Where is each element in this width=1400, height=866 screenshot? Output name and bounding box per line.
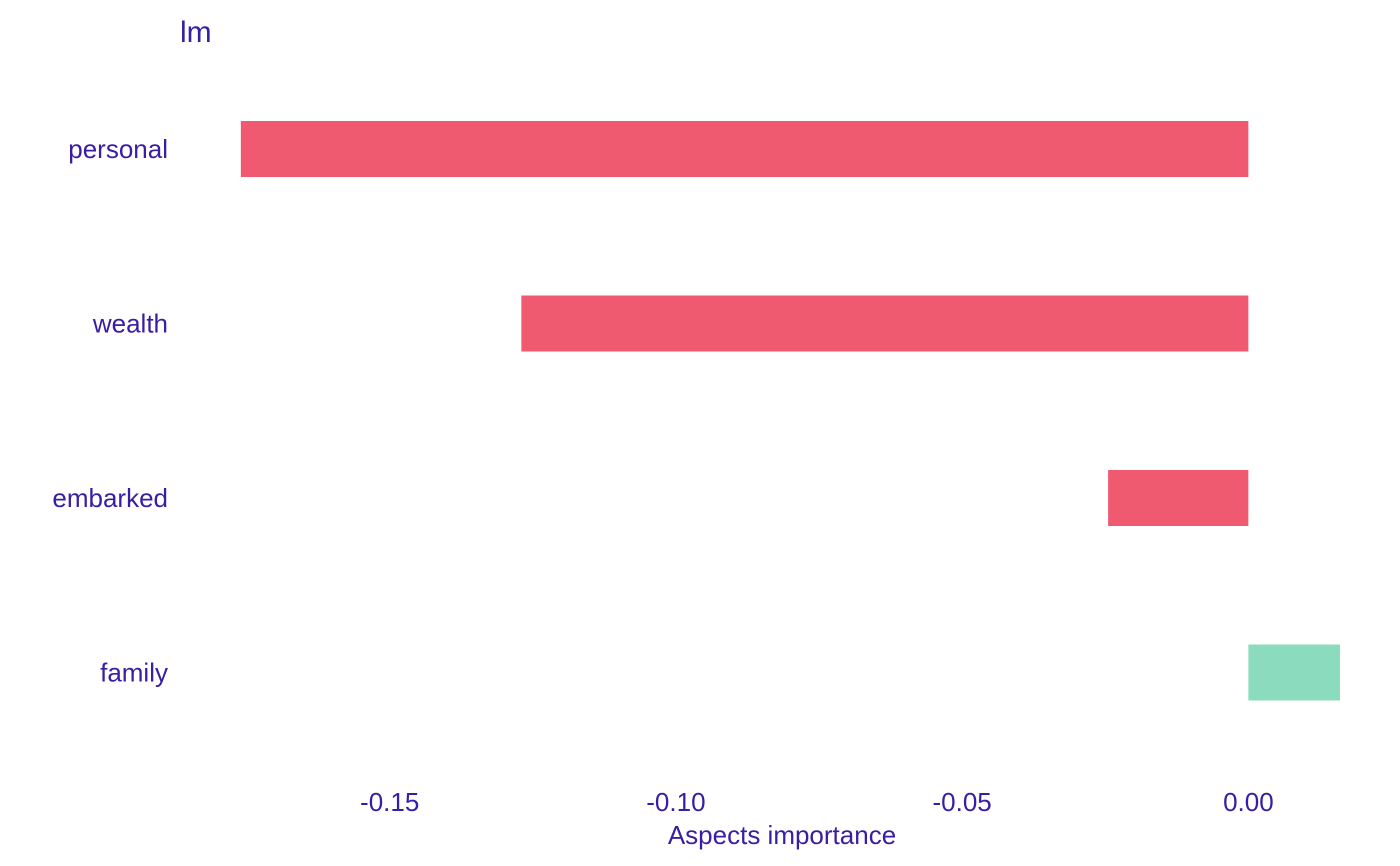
x-tick-labels: -0.15 -0.10 -0.05 0.00 [360, 787, 1274, 817]
y-label-personal: personal [68, 134, 168, 164]
y-tick-labels: personal wealth embarked family [52, 134, 168, 688]
x-tick-label: -0.15 [360, 787, 419, 817]
chart-title: lm [180, 16, 212, 49]
x-tick-label: -0.10 [646, 787, 705, 817]
bar-family [1248, 644, 1340, 701]
x-axis-label: Aspects importance [668, 820, 896, 850]
x-tick-label: 0.00 [1223, 787, 1274, 817]
bar-wealth [521, 295, 1249, 352]
bar-personal [240, 121, 1249, 177]
bars-group [240, 121, 1340, 701]
bar-embarked [1108, 470, 1249, 526]
y-label-wealth: wealth [92, 309, 168, 339]
y-label-embarked: embarked [52, 483, 168, 513]
y-label-family: family [100, 658, 168, 688]
x-tick-label: -0.05 [933, 787, 992, 817]
